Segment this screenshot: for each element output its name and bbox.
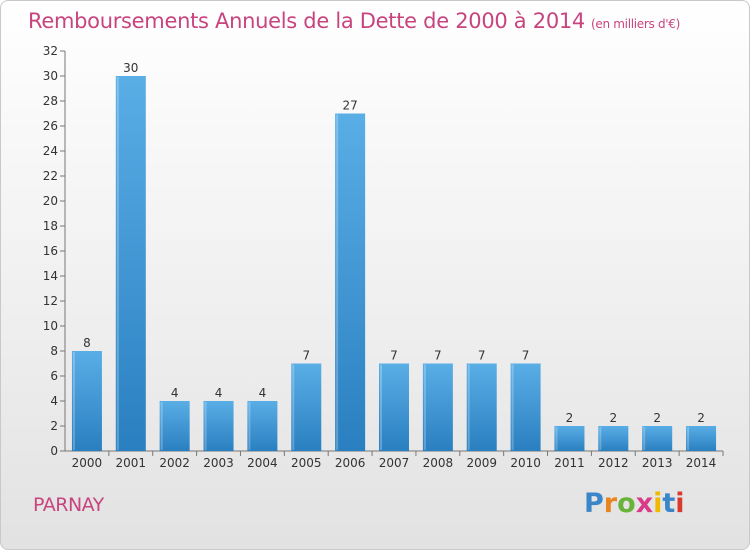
y-tick-label: 28 <box>43 94 58 108</box>
bars <box>71 76 717 451</box>
logo-letter: t <box>662 488 676 519</box>
bar <box>247 401 278 451</box>
logo-letter: P <box>584 488 604 519</box>
bar-highlight <box>599 427 602 450</box>
bar-highlight <box>511 364 514 450</box>
unit-note: (en milliers d'€) <box>591 17 681 31</box>
bar <box>291 363 322 451</box>
x-tick-label: 2005 <box>291 456 322 470</box>
logo-letter: o <box>617 488 636 519</box>
y-tick-label: 6 <box>50 369 58 383</box>
data-label: 8 <box>83 336 91 350</box>
x-tick-label: 2008 <box>423 456 454 470</box>
bar <box>203 401 234 451</box>
y-tick-label: 14 <box>43 269 58 283</box>
y-tick-label: 2 <box>50 419 58 433</box>
x-tick-label: 2001 <box>116 456 147 470</box>
bar <box>642 426 673 451</box>
data-label: 4 <box>259 386 267 400</box>
data-label: 7 <box>522 349 530 363</box>
bar <box>554 426 585 451</box>
y-tick-label: 12 <box>43 294 58 308</box>
bar <box>335 113 366 451</box>
commune-name: PARNAY <box>33 494 104 516</box>
bar-highlight <box>204 402 207 450</box>
x-tick-label: 2010 <box>510 456 541 470</box>
y-tick-label: 4 <box>50 394 58 408</box>
y-tick-label: 32 <box>43 44 58 58</box>
bar-highlight <box>248 402 251 450</box>
bar-highlight <box>687 427 690 450</box>
bar <box>510 363 541 451</box>
x-tick-label: 2012 <box>598 456 629 470</box>
y-tick-label: 24 <box>43 144 58 158</box>
bar <box>71 351 102 451</box>
logo-letter: i <box>653 488 663 519</box>
data-label: 4 <box>171 386 179 400</box>
y-tick-label: 22 <box>43 169 58 183</box>
bar-highlight <box>643 427 646 450</box>
bar-highlight <box>423 364 426 450</box>
bar <box>115 76 146 451</box>
data-label: 2 <box>653 411 661 425</box>
data-label: 7 <box>390 349 398 363</box>
bar-highlight <box>72 352 75 450</box>
bar <box>422 363 453 451</box>
logo-letter: x <box>635 488 654 519</box>
bar-highlight <box>160 402 163 450</box>
bar <box>379 363 409 451</box>
bar-highlight <box>292 364 295 450</box>
bar-highlight <box>116 77 119 450</box>
bar <box>598 426 629 451</box>
bar <box>466 363 497 451</box>
data-label: 2 <box>610 411 618 425</box>
bar-highlight <box>336 114 339 450</box>
bar-highlight <box>380 364 382 450</box>
x-tick-label: 2007 <box>379 456 410 470</box>
y-tick-label: 8 <box>50 344 58 358</box>
x-tick-label: 2009 <box>466 456 497 470</box>
x-tick-label: 2013 <box>642 456 673 470</box>
x-tick-label: 2006 <box>335 456 366 470</box>
y-tick-label: 0 <box>50 444 58 458</box>
logo-letter: i <box>675 488 685 519</box>
y-tick-label: 16 <box>43 244 58 258</box>
x-tick-label: 2000 <box>72 456 103 470</box>
data-label: 27 <box>342 99 357 113</box>
data-label: 7 <box>302 349 310 363</box>
proxiti-logo: Proxiti <box>584 488 685 519</box>
logo-letter: r <box>603 488 618 519</box>
title-text: Remboursements Annuels de la Dette de 20… <box>28 9 585 33</box>
y-tick-label: 18 <box>43 219 58 233</box>
x-tick-label: 2014 <box>686 456 717 470</box>
data-label: 2 <box>566 411 574 425</box>
x-tick-label: 2011 <box>554 456 585 470</box>
y-tick-label: 10 <box>43 319 58 333</box>
x-tick-label: 2004 <box>247 456 278 470</box>
bar-highlight <box>467 364 470 450</box>
chart-title: Remboursements Annuels de la Dette de 20… <box>28 9 680 33</box>
data-label: 7 <box>434 349 442 363</box>
data-label: 30 <box>123 61 138 75</box>
bar <box>159 401 190 451</box>
x-tick-label: 2003 <box>203 456 234 470</box>
data-label: 7 <box>478 349 486 363</box>
y-tick-label: 20 <box>43 194 58 208</box>
bar-highlight <box>555 427 558 450</box>
data-label: 4 <box>215 386 223 400</box>
data-label: 2 <box>697 411 705 425</box>
x-tick-label: 2002 <box>159 456 190 470</box>
y-tick-label: 30 <box>43 69 58 83</box>
y-tick-label: 26 <box>43 119 58 133</box>
bar <box>686 426 717 451</box>
